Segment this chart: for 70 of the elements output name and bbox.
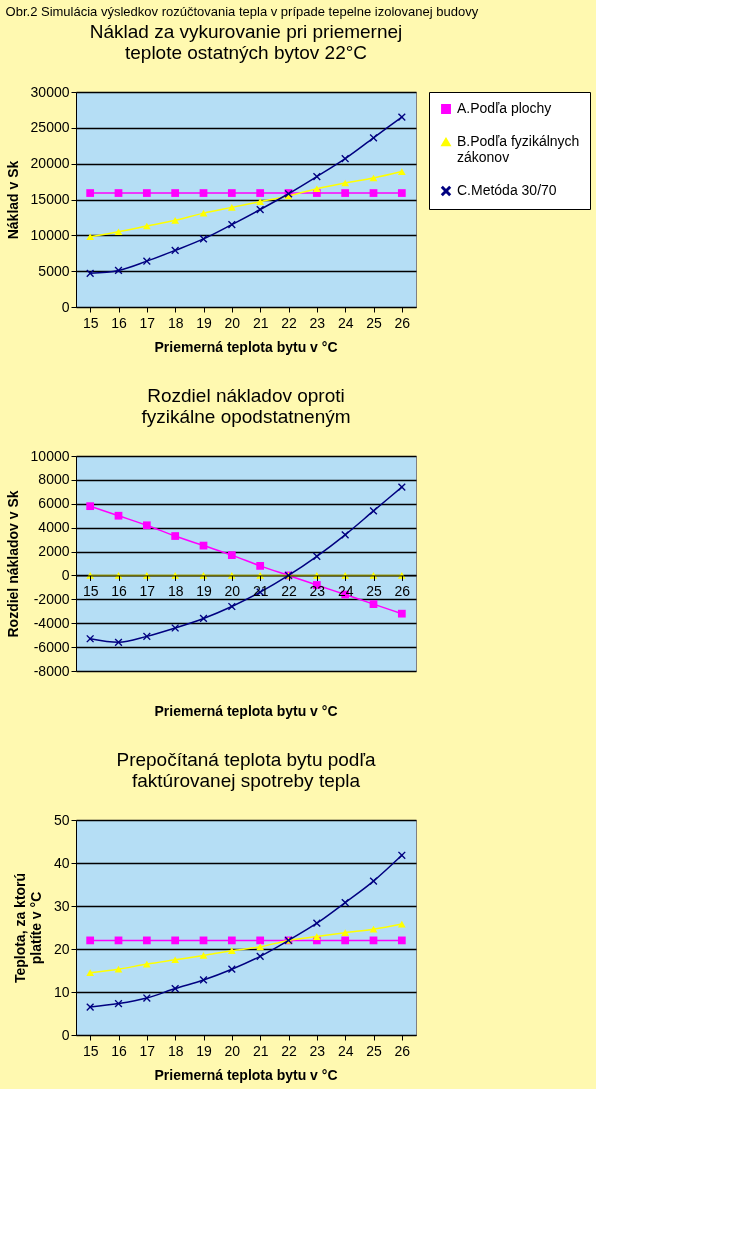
y-tick-label: 8000 <box>38 471 70 488</box>
chart-title: Náklad za vykurovanie pri priemernej teplote ostatných bytov 22°C <box>89 21 403 63</box>
y-tick-label: -4000 <box>33 614 70 631</box>
y-tick-label: 20000 <box>30 155 70 172</box>
x-axis-title: Priemerná teplota bytu v °C <box>154 1067 338 1083</box>
y-tick-label: 20 <box>53 940 70 957</box>
x-tick-label: 19 <box>196 314 212 331</box>
y-tick-label: 0 <box>61 1026 70 1043</box>
x-tick-label: 18 <box>167 582 184 599</box>
y-axis-title: Rozdiel nákladov v Sk <box>4 490 21 638</box>
y-tick-label: 0 <box>61 298 70 315</box>
x-tick-label: 18 <box>167 314 184 331</box>
y-axis-title: Teplota, za ktorú platíte v °C <box>11 872 44 984</box>
text: Obr.2 Simulácia výsledkov rozúčtovania tepla v prípade tepelne izolovanej budovy <box>5 3 479 19</box>
x-tick-label: 22 <box>281 1042 297 1059</box>
x-tick-label: 21 <box>252 1042 269 1059</box>
x-tick-label: 23 <box>309 582 326 599</box>
x-tick-label: 17 <box>139 314 156 331</box>
legend-label: B.Podľa fyzikálnych zákonov <box>457 133 580 165</box>
x-tick-label: 17 <box>139 582 156 599</box>
x-tick-label: 24 <box>337 314 354 331</box>
legend-label: C.Metóda 30/70 <box>457 182 557 198</box>
x-tick-label: 16 <box>111 1042 127 1059</box>
y-axis-title: Náklad v Sk <box>4 160 21 240</box>
y-tick-label: 2000 <box>38 543 70 560</box>
y-tick-label: -8000 <box>33 662 70 679</box>
x-tick-label: 22 <box>281 582 297 599</box>
x-tick-label: 23 <box>309 1042 326 1059</box>
y-tick-label: -6000 <box>33 638 70 655</box>
x-tick-label: 26 <box>394 1042 411 1059</box>
y-tick-label: 0 <box>61 566 70 583</box>
x-tick-label: 20 <box>224 1042 241 1059</box>
x-tick-label: 26 <box>394 582 411 599</box>
y-tick-label: 25000 <box>30 119 70 136</box>
x-tick-label: 21 <box>252 314 269 331</box>
x-tick-label: 19 <box>196 582 212 599</box>
x-tick-label: 20 <box>224 314 241 331</box>
y-tick-label: 30 <box>53 897 70 914</box>
x-axis-title: Priemerná teplota bytu v °C <box>154 339 338 355</box>
x-tick-label: 16 <box>111 582 127 599</box>
y-tick-label: 10000 <box>30 447 70 464</box>
chart-title: Prepočítaná teplota bytu podľa faktúrovanej spotreby tepla <box>116 749 376 791</box>
y-tick-label: 4000 <box>38 519 70 536</box>
y-tick-label: 15000 <box>30 191 70 207</box>
legend-label: A.Podľa plochy <box>457 100 552 116</box>
chart-title: Rozdiel nákladov oproti fyzikálne opodstatneným <box>141 385 351 427</box>
x-tick-label: 25 <box>366 582 382 599</box>
y-tick-label: 30000 <box>30 83 70 100</box>
x-tick-label: 16 <box>111 314 127 331</box>
x-tick-label: 24 <box>337 1042 354 1059</box>
x-tick-label: 23 <box>309 314 326 331</box>
x-tick-label: 15 <box>82 582 99 599</box>
y-tick-label: 40 <box>53 854 70 871</box>
x-axis-title: Priemerná teplota bytu v °C <box>154 703 338 719</box>
y-tick-label: 6000 <box>38 495 70 512</box>
x-tick-label: 15 <box>82 1042 99 1059</box>
y-tick-label: 5000 <box>38 262 70 279</box>
y-tick-label: 10000 <box>30 226 70 243</box>
y-tick-label: 10 <box>53 983 70 1000</box>
x-tick-label: 17 <box>139 1042 156 1059</box>
x-tick-label: 15 <box>82 314 99 331</box>
x-tick-label: 26 <box>394 314 411 331</box>
x-tick-label: 25 <box>366 314 382 331</box>
y-tick-label: -2000 <box>33 590 70 607</box>
x-tick-label: 20 <box>224 582 241 599</box>
x-tick-label: 25 <box>366 1042 382 1059</box>
x-tick-label: 18 <box>167 1042 184 1059</box>
x-tick-label: 19 <box>196 1042 212 1059</box>
y-tick-label: 50 <box>53 811 70 828</box>
x-tick-label: 22 <box>281 314 297 331</box>
